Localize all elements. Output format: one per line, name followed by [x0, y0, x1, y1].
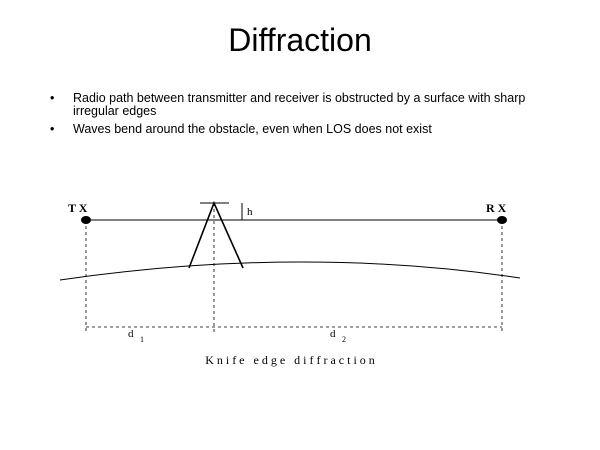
bullet-text: Radio path between transmitter and recei… — [73, 91, 526, 118]
d1-subscript: 1 — [140, 335, 144, 344]
bullet-text: Waves bend around the obstacle, even whe… — [73, 122, 432, 136]
rx-antenna-icon — [497, 216, 507, 224]
height-label: h — [247, 206, 253, 218]
bullet-list: • Radio path between transmitter and rec… — [48, 92, 568, 141]
rx-label: R X — [486, 201, 507, 215]
bullet-dot-icon: • — [50, 122, 55, 136]
d1-label: d — [128, 328, 134, 340]
diagram-caption: K n i f e e d g e d i f f r a c t i o n — [205, 353, 375, 367]
slide-title: Diffraction — [228, 22, 372, 58]
bullet-item: • Radio path between transmitter and rec… — [48, 92, 568, 118]
d2-subscript: 2 — [342, 335, 346, 344]
bullet-item: • Waves bend around the obstacle, even w… — [48, 123, 568, 136]
d2-label: d — [330, 328, 336, 340]
tx-label: T X — [68, 201, 88, 215]
bullet-dot-icon: • — [50, 91, 55, 105]
knife-edge-diagram: h T X R X d 1 d 2 K n i f e e d g e d i … — [59, 200, 521, 367]
tx-antenna-icon — [81, 216, 91, 224]
knife-edge-obstacle — [188, 200, 244, 269]
earth-surface-curve — [59, 261, 521, 281]
